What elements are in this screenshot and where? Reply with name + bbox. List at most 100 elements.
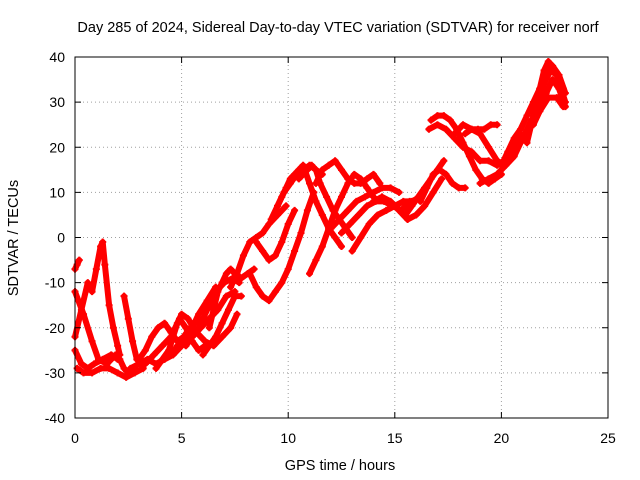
data-point [312,256,320,264]
data-point [427,116,435,124]
x-tick-label: 0 [71,430,79,446]
data-point [282,202,290,210]
x-axis-label: GPS time / hours [285,458,395,474]
data-point [416,197,424,205]
data-point [446,116,454,124]
data-point [299,161,307,169]
data-point [468,125,476,133]
y-tick-label: 30 [49,94,65,110]
data-point [363,202,371,210]
data-point [423,184,431,192]
data-point [246,238,254,246]
data-point [461,184,469,192]
data-point [97,243,105,251]
data-point [365,220,373,228]
y-tick-label: 40 [49,49,65,65]
data-point [84,279,92,287]
data-point [540,67,548,75]
data-point [335,215,343,223]
data-point [433,112,441,120]
data-point [536,107,544,115]
data-point [173,342,181,350]
series-track-17 [252,206,299,264]
data-point [357,234,365,241]
data-point [369,188,377,196]
data-point [227,283,235,291]
data-point [214,288,222,296]
data-point [265,297,273,305]
data-point [195,346,203,354]
series-track-36 [523,58,569,147]
data-point [485,157,493,165]
data-point [75,256,83,264]
data-point [350,179,358,187]
data-point [440,112,448,120]
data-point [222,270,230,278]
data-point [161,319,169,327]
data-point [129,337,137,345]
chart-title: Day 285 of 2024, Sidereal Day-to-day VTE… [77,20,599,36]
y-tick-label: 0 [57,230,65,246]
data-point [369,197,377,205]
data-point [399,197,407,205]
x-tick-label: 25 [600,430,616,446]
data-point [148,333,156,341]
y-tick-label: 20 [49,139,65,155]
data-point [114,355,122,363]
data-point [429,188,437,196]
data-point [99,355,107,363]
data-point [114,342,122,350]
series-track [530,76,569,128]
data-point [278,238,286,246]
data-point [120,292,128,300]
data-point [188,333,196,341]
data-point [205,342,213,350]
data-point [312,197,320,205]
data-point [350,170,358,178]
data-point [348,247,356,255]
data-point [474,125,482,133]
y-tick-label: 10 [49,184,65,200]
data-point [461,130,469,138]
data-point [135,355,143,363]
data-point [544,58,552,66]
data-point [122,373,130,381]
data-point [448,179,456,187]
data-point [355,211,363,219]
data-point [442,170,450,178]
data-point [523,112,531,120]
series-track-13 [199,292,245,359]
data-point [325,161,333,169]
data-point [169,333,177,341]
data-point [99,238,107,246]
data-point [80,310,88,318]
data-point [205,324,213,332]
data-point [493,170,501,178]
series-track [206,266,258,331]
data-point [92,265,100,273]
data-point [497,161,505,169]
data-point [297,229,305,237]
data-point [295,175,303,183]
data-point [109,324,117,332]
data-point [233,310,241,318]
data-point [158,355,166,363]
data-point [218,333,226,341]
data-point [485,143,493,151]
data-point [549,62,557,70]
data-point [77,360,85,368]
data-point [472,166,480,174]
series-track [72,288,138,376]
data-point [237,292,245,300]
data-point [387,184,395,192]
data-point [306,179,314,187]
data-point [246,270,254,278]
data-point [459,121,467,129]
data-point [323,193,331,201]
data-point [352,197,360,205]
data-point [252,238,260,246]
series-track-14 [205,265,258,332]
data-point [284,265,292,273]
series-track-01 [71,256,83,273]
data-point [178,310,186,318]
